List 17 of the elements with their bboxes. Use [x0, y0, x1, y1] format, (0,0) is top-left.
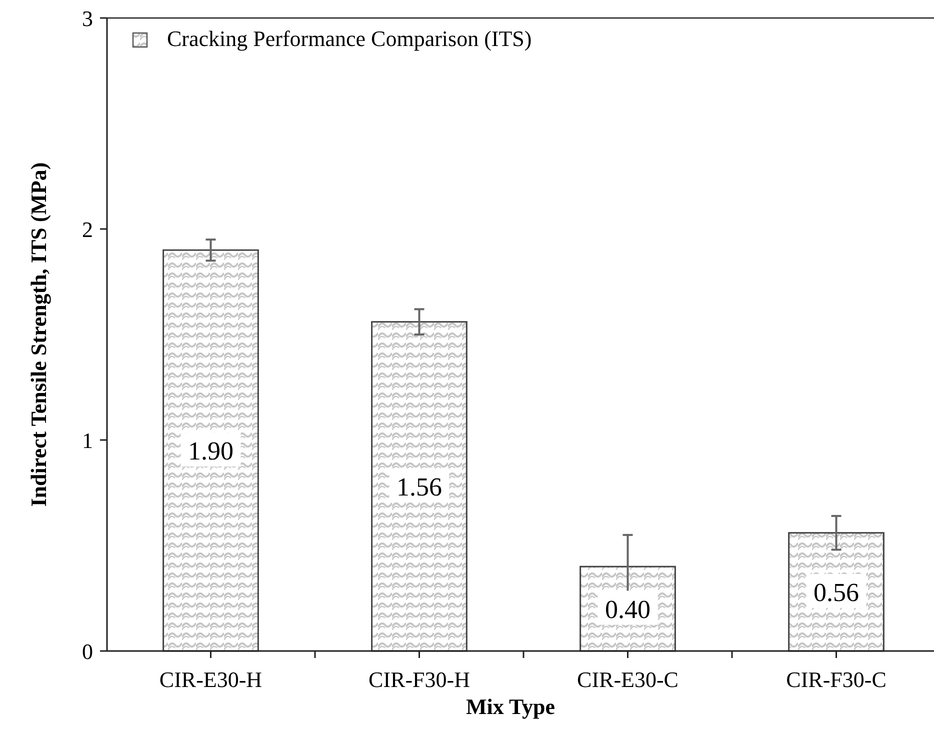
bar	[162, 249, 259, 652]
bar	[371, 321, 468, 652]
y-axis-title: Indirect Tensile Strength, ITS (MPa)	[26, 162, 51, 507]
x-tick-label: CIR-F30-H	[368, 667, 470, 692]
x-tick-label: CIR-E30-H	[159, 667, 262, 692]
y-tick-label: 2	[82, 217, 93, 242]
data-label: 1.56	[396, 472, 442, 502]
legend-label: Cracking Performance Comparison (ITS)	[167, 26, 532, 51]
x-tick-label: CIR-F30-C	[786, 667, 886, 692]
data-label: 0.56	[814, 578, 860, 607]
y-tick-label: 0	[82, 639, 93, 664]
x-tick-label: CIR-E30-C	[577, 667, 678, 692]
x-axis-title: Mix Type	[466, 694, 556, 719]
data-label: 1.90	[188, 436, 234, 466]
y-tick-label: 1	[82, 428, 93, 453]
y-tick-label: 3	[82, 6, 93, 31]
data-label: 0.40	[605, 594, 651, 624]
